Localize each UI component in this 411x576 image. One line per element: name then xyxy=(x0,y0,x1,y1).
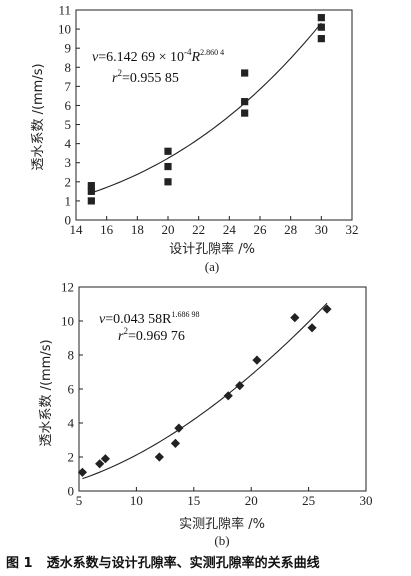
data-point-a xyxy=(87,197,95,205)
x-axis-label-a: 设计孔隙率 /% xyxy=(169,241,255,257)
r-squared-b: r2=0.969 76 xyxy=(118,326,185,344)
data-point-b xyxy=(322,304,332,314)
data-point-b xyxy=(174,423,184,433)
y-tick-label-a: 9 xyxy=(65,41,72,56)
y-tick-label-a: 3 xyxy=(65,155,72,170)
y-tick-label-a: 4 xyxy=(65,136,72,151)
x-tick-label-b: 25 xyxy=(302,493,315,508)
data-point-a xyxy=(317,35,325,43)
y-tick-label-b: 6 xyxy=(68,382,75,397)
equation-a: v=6.142 69 × 10-4R2.860 4 xyxy=(92,47,224,65)
y-tick-label-b: 2 xyxy=(68,450,75,465)
y-tick-label-a: 6 xyxy=(65,98,72,113)
x-tick-label-a: 28 xyxy=(284,222,297,237)
panel-label-a: (a) xyxy=(205,259,219,274)
x-tick-label-a: 22 xyxy=(192,222,205,237)
y-tick-label-a: 7 xyxy=(65,79,72,94)
y-tick-label-b: 4 xyxy=(68,416,75,431)
data-point-a xyxy=(241,69,249,77)
x-tick-label-a: 16 xyxy=(100,222,114,237)
data-point-a xyxy=(241,109,249,117)
y-tick-label-a: 2 xyxy=(65,174,72,189)
y-tick-label-b: 12 xyxy=(61,280,74,295)
equation-b: v=0.043 58R1.686 98 xyxy=(99,310,199,327)
x-tick-label-a: 30 xyxy=(315,222,328,237)
y-axis-label-b: 透水系数 /(mm/s) xyxy=(39,339,54,446)
y-tick-label-b: 8 xyxy=(68,348,75,363)
x-tick-label-b: 10 xyxy=(130,493,143,508)
figure-caption-label: 图 1 xyxy=(6,556,33,571)
data-point-a xyxy=(164,147,172,155)
x-axis-label-b: 实测孔隙率 /% xyxy=(179,516,265,532)
y-tick-label-a: 8 xyxy=(65,60,72,75)
data-point-b xyxy=(290,313,300,323)
panel-label-b: (b) xyxy=(214,533,229,548)
data-point-b xyxy=(170,438,181,448)
x-tick-label-a: 14 xyxy=(70,222,84,237)
x-tick-label-a: 24 xyxy=(223,222,237,237)
data-point-a xyxy=(164,162,172,171)
x-tick-label-a: 32 xyxy=(346,222,359,237)
y-tick-label-a: 10 xyxy=(58,22,71,37)
data-point-b xyxy=(95,459,105,469)
data-point-b xyxy=(252,355,262,365)
chart-panel-a: 14 16 18 20 22 24 26 28 30 32 0 1 2 3 4 5 6 7 8 9 10 11 v=6.1… xyxy=(31,3,359,275)
x-tick-label-a: 26 xyxy=(254,222,268,237)
x-tick-label-a: 20 xyxy=(162,222,175,237)
data-point-b xyxy=(307,323,317,333)
ticks-a: 14 16 18 20 22 24 26 28 30 32 0 1 2 3 4 5 6 7 8 9 10 11 xyxy=(58,3,359,238)
x-tick-label-b: 20 xyxy=(245,493,258,508)
fit-curve-a xyxy=(91,22,322,194)
plot-frame-a xyxy=(75,9,353,221)
data-point-a xyxy=(87,187,95,195)
y-tick-label-a: 11 xyxy=(58,3,71,18)
x-tick-label-a: 18 xyxy=(131,222,144,237)
data-point-b xyxy=(100,454,111,464)
figure-caption-text: 透水系数与设计孔隙率、实测孔隙率的关系曲线 xyxy=(47,555,320,571)
y-tick-label-b: 10 xyxy=(61,314,74,329)
data-point-a xyxy=(87,182,95,190)
y-axis-label-a: 透水系数 /(mm/s) xyxy=(31,63,46,170)
y-tick-label-a: 1 xyxy=(65,193,72,208)
points-a xyxy=(87,14,325,205)
y-tick-label-a: 0 xyxy=(65,213,72,228)
ticks-b: 5 10 15 20 25 30 0 2 4 6 8 10 12 xyxy=(61,280,373,509)
data-point-b xyxy=(223,391,233,401)
data-point-a xyxy=(241,98,249,106)
x-tick-label-b: 5 xyxy=(76,493,83,508)
data-point-b xyxy=(235,381,245,391)
data-point-b xyxy=(77,467,88,477)
x-tick-label-b: 15 xyxy=(187,493,200,508)
chart-panel-b: 5 10 15 20 25 30 0 2 4 6 8 10 12 v=0.043 58R1.686 98… xyxy=(39,280,373,549)
data-point-b xyxy=(154,452,164,462)
points-b xyxy=(77,304,332,477)
x-tick-label-b: 30 xyxy=(360,493,373,508)
r-squared-a: r2=0.955 85 xyxy=(112,68,179,86)
y-tick-label-a: 5 xyxy=(65,117,72,132)
data-point-a xyxy=(317,23,325,31)
y-tick-label-b: 0 xyxy=(68,484,75,499)
fit-curve-b xyxy=(82,302,328,480)
data-point-a xyxy=(164,178,172,186)
data-point-a xyxy=(317,14,325,22)
figure-caption: 图 1 透水系数与设计孔隙率、实测孔隙率的关系曲线 xyxy=(6,555,320,571)
